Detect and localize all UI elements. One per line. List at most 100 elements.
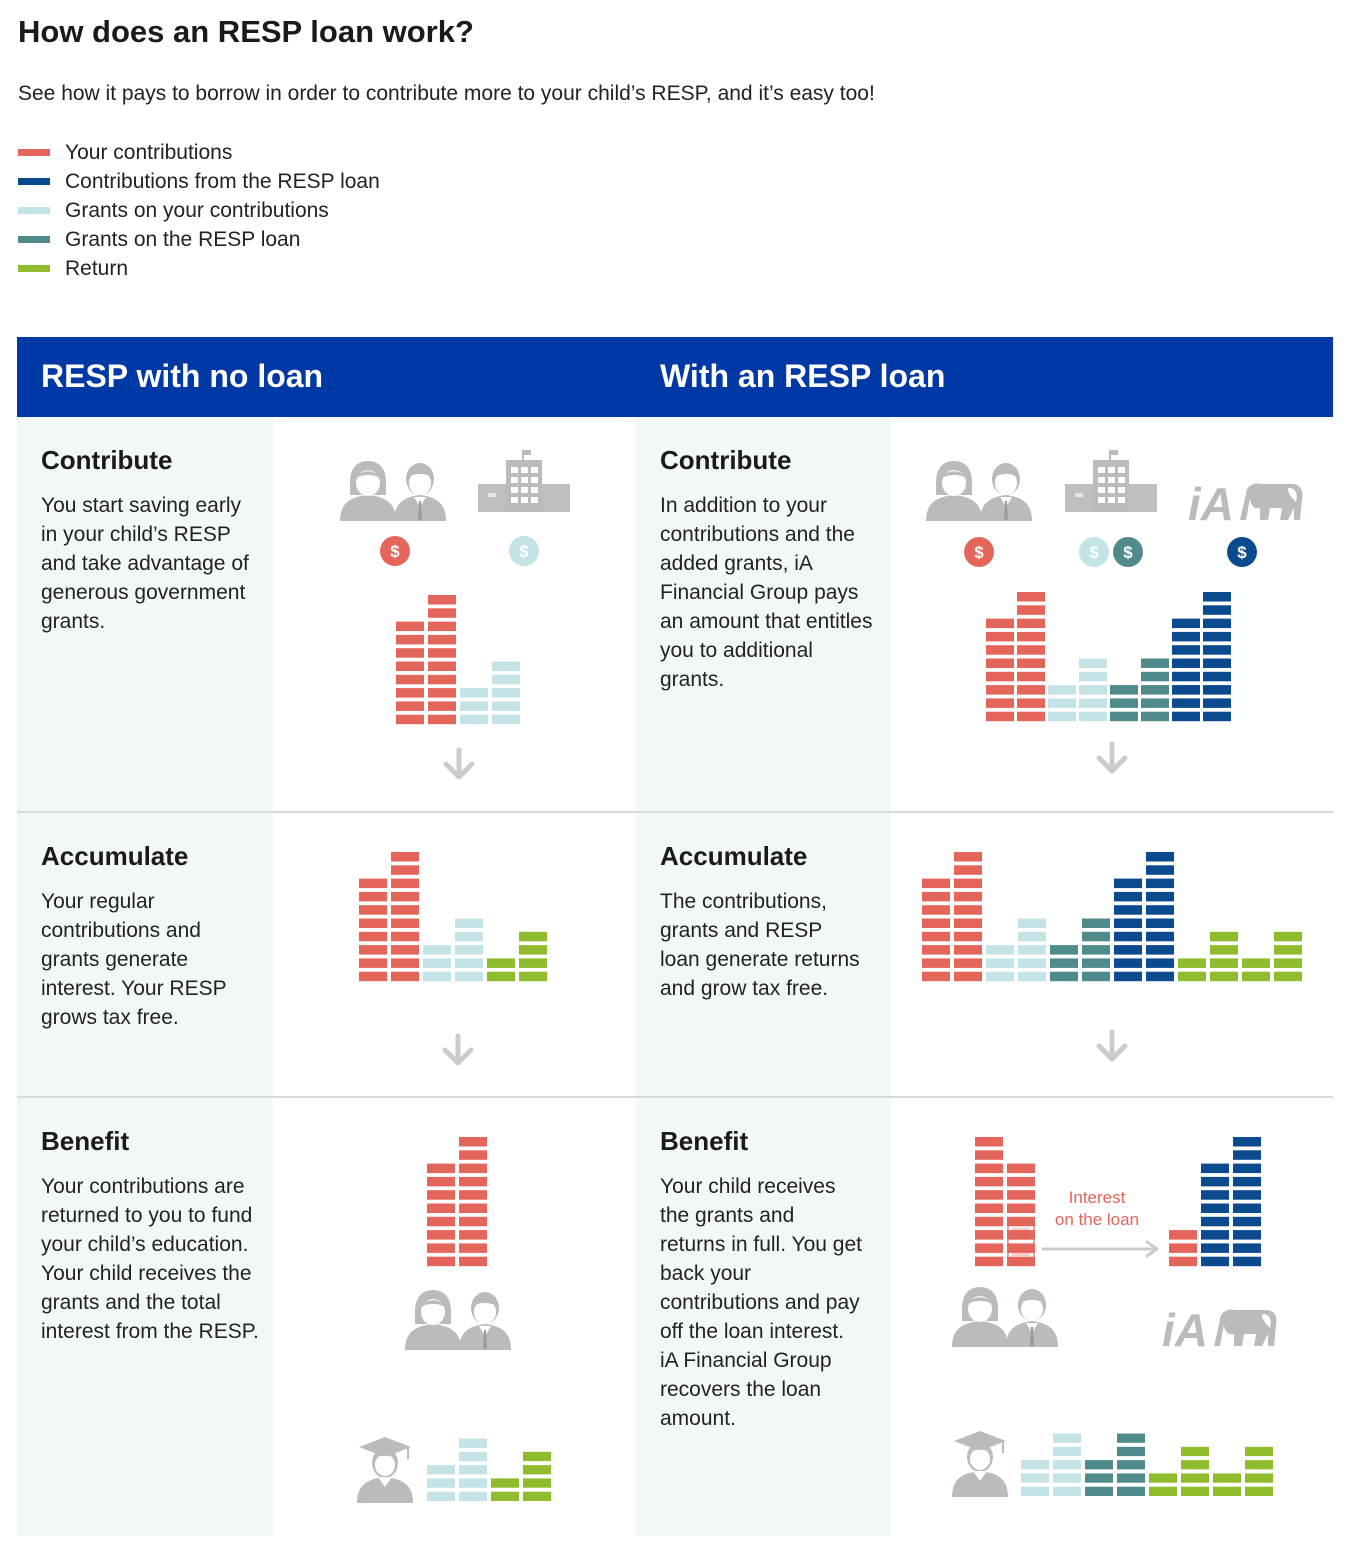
bar-segment [492, 674, 520, 685]
legend-label: Grants on the RESP loan [65, 227, 301, 251]
bar-segment [986, 618, 1014, 629]
bar-segment [1146, 865, 1174, 875]
page-subtitle: See how it pays to borrow in order to co… [18, 82, 875, 105]
bar-segment [954, 865, 982, 875]
bar-contrib [986, 618, 1014, 722]
ia-logo-icon [1162, 1304, 1277, 1356]
bar-segment [1181, 1460, 1209, 1470]
bar-segment [427, 1243, 455, 1253]
bar-segment [975, 1137, 1003, 1147]
bar-segment [492, 688, 520, 698]
parents-icon [405, 1290, 511, 1350]
bar-segment [487, 958, 515, 968]
bar-segment [1210, 945, 1238, 955]
section-body-benefit: Your contributions are returned to you t… [41, 1175, 259, 1343]
bar-segment [1181, 1446, 1209, 1457]
bar-segment [359, 958, 387, 968]
bar-segment [1082, 971, 1110, 982]
bar-segment [1233, 1230, 1261, 1240]
bar-segment [459, 1216, 487, 1227]
bar-segment [359, 971, 387, 982]
section-title-benefit: Benefit [660, 1126, 749, 1156]
legend-item: Grants on your contributions [18, 196, 380, 225]
bar-segment [1117, 1460, 1145, 1470]
bar-segment [519, 958, 547, 968]
bar-segment [1053, 1460, 1081, 1470]
bar-contrib [427, 1163, 455, 1267]
bar-segment [1007, 1176, 1035, 1187]
bar-segment [1233, 1176, 1261, 1187]
section-title-accumulate: Accumulate [660, 841, 808, 871]
bar-segment [427, 1190, 455, 1200]
bar-segment [1146, 891, 1174, 902]
bar-grant_loan [1085, 1460, 1113, 1497]
bar-segment [1233, 1203, 1261, 1213]
bar-segment [423, 958, 451, 968]
bar-segment [1213, 1486, 1241, 1497]
dollar-sign: $ [519, 542, 529, 561]
bar-grant_loan [1110, 685, 1138, 722]
legend-label: Contributions from the RESP loan [65, 169, 380, 193]
bar-segment [1146, 918, 1174, 928]
bar-segment [1017, 671, 1045, 682]
bar-segment [954, 852, 982, 862]
bar-segment [1114, 918, 1142, 928]
bar-segment [922, 918, 950, 928]
bar-segment [1079, 685, 1107, 695]
parents-icon [926, 461, 1032, 521]
bar-segment [428, 595, 456, 605]
bar-segment [455, 971, 483, 982]
stack-loan-benefit-child [1021, 1433, 1273, 1497]
bar-segment [428, 714, 456, 725]
section-title-accumulate: Accumulate [41, 841, 189, 871]
section-body-contribute: You start saving early in your child’s R… [41, 494, 249, 633]
bar-segment [1146, 931, 1174, 942]
bar-segment [455, 945, 483, 955]
bar-segment [1169, 1243, 1197, 1253]
bar-segment [1233, 1216, 1261, 1227]
dollar-icon: $ [1079, 537, 1109, 567]
bar-return [1242, 958, 1270, 982]
dollar-sign: $ [974, 543, 984, 562]
bar-segment [1117, 1433, 1145, 1443]
bar-segment [986, 945, 1014, 955]
bar-segment [1085, 1460, 1113, 1470]
bar-segment [954, 931, 982, 942]
bar-segment [427, 1465, 455, 1475]
bar-grant_loan [1082, 918, 1110, 982]
parents-icon [340, 461, 446, 521]
bar-contrib [391, 852, 419, 982]
bar-segment [1203, 685, 1231, 695]
bar-segment [1082, 945, 1110, 955]
bar-segment [1274, 945, 1302, 955]
dollar-icon: $ [964, 537, 994, 567]
bar-segment [1172, 698, 1200, 708]
bar-segment [396, 621, 424, 632]
bar-segment [459, 1438, 487, 1448]
bar-segment [1141, 671, 1169, 682]
bar-segment [359, 945, 387, 955]
bar-segment [391, 852, 419, 862]
bar-segment [1146, 971, 1174, 982]
bar-segment [1021, 1473, 1049, 1483]
section-divider [17, 811, 1333, 813]
bar-segment [1007, 1163, 1035, 1174]
section-title-contribute: Contribute [41, 445, 173, 475]
dollar-sign: $ [1123, 543, 1133, 562]
bar-segment [523, 1478, 551, 1488]
bar-segment [460, 714, 488, 725]
bar-return [1213, 1473, 1241, 1497]
bar-segment [1114, 878, 1142, 889]
bar-segment [1141, 711, 1169, 722]
bar-segment [1274, 931, 1302, 942]
bar-segment [1172, 645, 1200, 655]
bar-segment [1245, 1486, 1273, 1497]
bar-segment [1114, 905, 1142, 915]
bar-segment [459, 1230, 487, 1240]
ia-logo-icon [1188, 478, 1303, 530]
bar-segment [1274, 971, 1302, 982]
bar-segment [359, 918, 387, 928]
bar-segment [1082, 958, 1110, 968]
bar-segment [427, 1176, 455, 1187]
stack-loan-benefit-contrib [975, 1137, 1035, 1267]
